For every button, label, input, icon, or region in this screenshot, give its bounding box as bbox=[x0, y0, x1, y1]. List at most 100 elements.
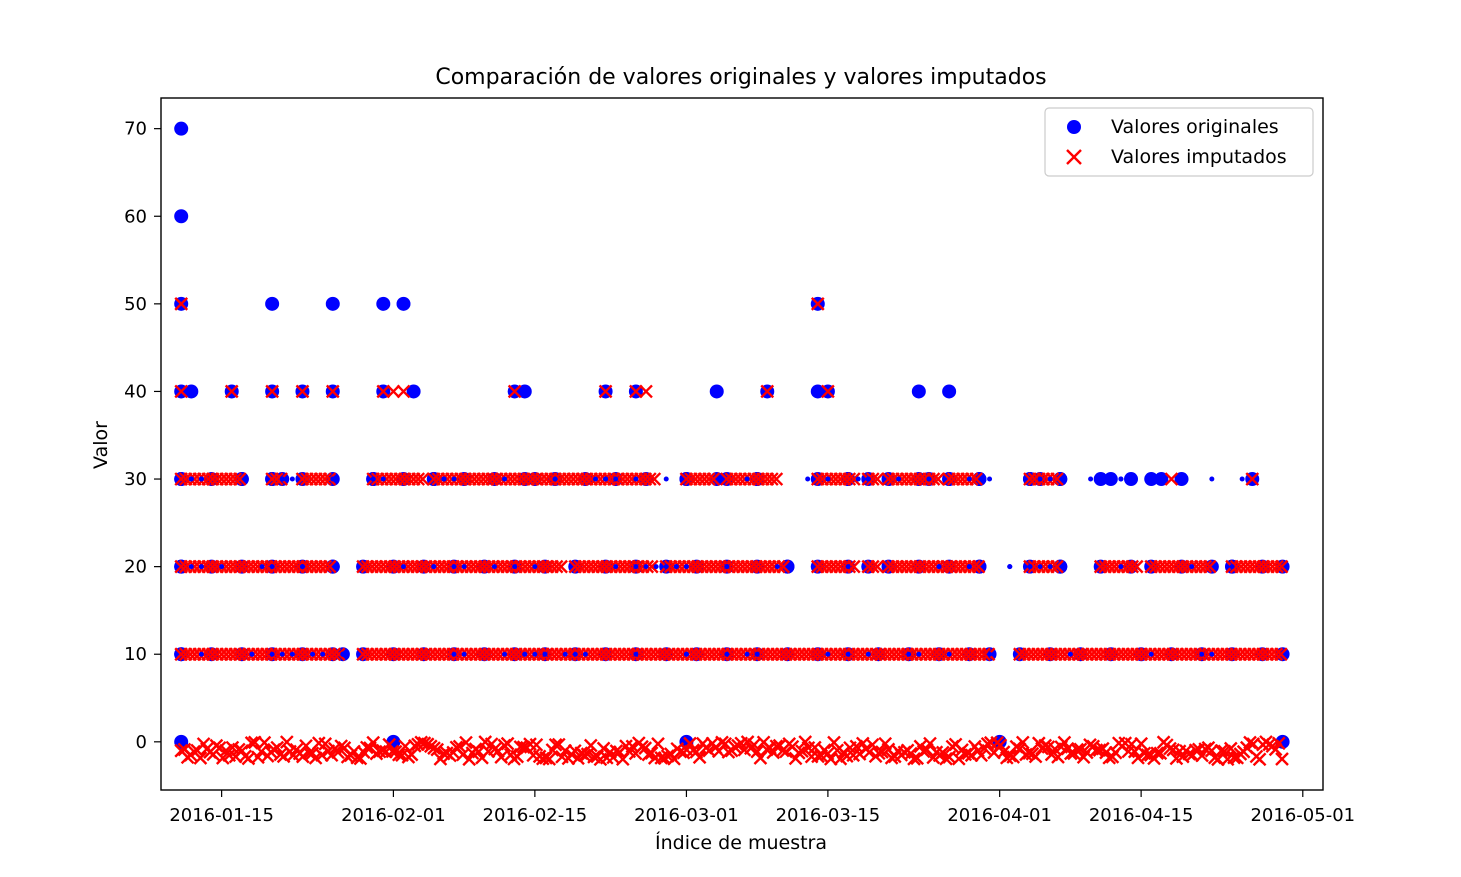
imputed-point bbox=[747, 737, 761, 752]
imputed-point bbox=[1131, 750, 1145, 765]
imputed-point bbox=[270, 740, 285, 755]
imputed-point bbox=[1163, 741, 1177, 756]
imputed-point bbox=[269, 472, 284, 486]
imputed-point bbox=[692, 750, 707, 765]
original-point bbox=[724, 564, 730, 570]
imputed-point bbox=[764, 472, 779, 486]
original-point bbox=[198, 651, 204, 657]
legend-marker-imputed bbox=[1066, 149, 1082, 165]
y-tick-label: 40 bbox=[124, 381, 147, 402]
original-point bbox=[1037, 476, 1043, 482]
original-point bbox=[603, 476, 609, 482]
original-point bbox=[552, 476, 558, 482]
original-point bbox=[724, 651, 730, 657]
imputed-point bbox=[1245, 472, 1260, 486]
imputed-point bbox=[951, 751, 966, 766]
imputed-point bbox=[683, 736, 697, 751]
original-point bbox=[1027, 564, 1033, 570]
original-point bbox=[865, 476, 871, 482]
original-point bbox=[522, 651, 528, 657]
x-axis-label: Índice de muestra bbox=[655, 831, 827, 854]
original-point bbox=[542, 651, 548, 657]
imputed-point bbox=[554, 559, 568, 574]
original-point bbox=[1199, 651, 1205, 657]
y-tick-label: 0 bbox=[136, 732, 147, 753]
imputed-point bbox=[404, 747, 419, 762]
imputed-point bbox=[193, 751, 208, 765]
imputed-point bbox=[846, 472, 861, 486]
original-point bbox=[1239, 476, 1245, 482]
original-point bbox=[376, 296, 391, 311]
x-tick-label: 2016-03-01 bbox=[634, 805, 739, 826]
original-point bbox=[942, 384, 957, 399]
legend-marker-original bbox=[1067, 120, 1081, 134]
original-point bbox=[966, 476, 972, 482]
original-point bbox=[325, 296, 340, 311]
original-point bbox=[966, 564, 972, 570]
legend-label-imputed: Valores imputados bbox=[1111, 146, 1287, 168]
imputed-point bbox=[1038, 738, 1053, 753]
imputed-point bbox=[1202, 559, 1217, 574]
original-point bbox=[299, 564, 305, 570]
y-axis: 0 10 20 30 40 50 60 70 bbox=[124, 119, 161, 753]
imputed-point bbox=[265, 384, 279, 399]
imputed-point bbox=[807, 740, 822, 755]
original-point bbox=[1174, 472, 1189, 487]
original-point bbox=[562, 651, 568, 657]
imputed-point bbox=[967, 559, 981, 574]
original-point bbox=[663, 564, 669, 570]
original-point bbox=[174, 734, 189, 749]
original-point bbox=[406, 384, 421, 399]
y-tick-label: 50 bbox=[124, 294, 147, 315]
imputed-point bbox=[322, 472, 337, 486]
imputed-point bbox=[1015, 735, 1030, 750]
imputed-point bbox=[494, 750, 509, 764]
imputed-point bbox=[1182, 747, 1197, 761]
imputed-point bbox=[322, 559, 337, 574]
original-point bbox=[911, 384, 926, 399]
imputed-point bbox=[500, 736, 515, 751]
imputed-point bbox=[529, 737, 544, 752]
original-point bbox=[613, 564, 619, 570]
imputed-point bbox=[415, 472, 430, 486]
imputed-point bbox=[1274, 647, 1288, 662]
imputed-point bbox=[549, 559, 564, 574]
imputed-point bbox=[1050, 559, 1064, 574]
original-point bbox=[451, 476, 457, 482]
y-tick-label: 60 bbox=[124, 206, 147, 227]
original-point bbox=[1158, 476, 1164, 482]
original-point bbox=[805, 476, 811, 482]
original-point bbox=[855, 476, 861, 482]
imputed-point bbox=[174, 384, 189, 399]
imputed-point bbox=[977, 647, 991, 662]
imputed-point bbox=[923, 736, 937, 751]
imputed-point bbox=[318, 737, 333, 751]
imputed-point bbox=[769, 739, 784, 754]
original-point bbox=[340, 651, 346, 657]
imputed-point bbox=[865, 559, 880, 574]
y-axis-label: Valor bbox=[90, 421, 112, 469]
imputed-point bbox=[548, 737, 563, 752]
plot-area bbox=[161, 98, 1323, 790]
original-point bbox=[774, 564, 780, 570]
imputed-point bbox=[1063, 746, 1078, 761]
imputed-point bbox=[174, 296, 189, 311]
imputed-point bbox=[1274, 559, 1289, 574]
original-point bbox=[269, 651, 275, 657]
original-point bbox=[330, 476, 336, 482]
imputed-point bbox=[702, 472, 716, 486]
imputed-point bbox=[318, 559, 333, 574]
original-point bbox=[906, 651, 912, 657]
imputed-point bbox=[232, 472, 247, 486]
imputed-point bbox=[228, 472, 243, 486]
original-point bbox=[845, 564, 851, 570]
legend-label-original: Valores originales bbox=[1111, 116, 1279, 138]
y-tick-label: 30 bbox=[124, 469, 147, 490]
imputed-point bbox=[542, 752, 557, 766]
original-point bbox=[219, 564, 225, 570]
original-point bbox=[259, 564, 265, 570]
imputed-point bbox=[870, 472, 885, 486]
imputed-point bbox=[846, 559, 861, 574]
